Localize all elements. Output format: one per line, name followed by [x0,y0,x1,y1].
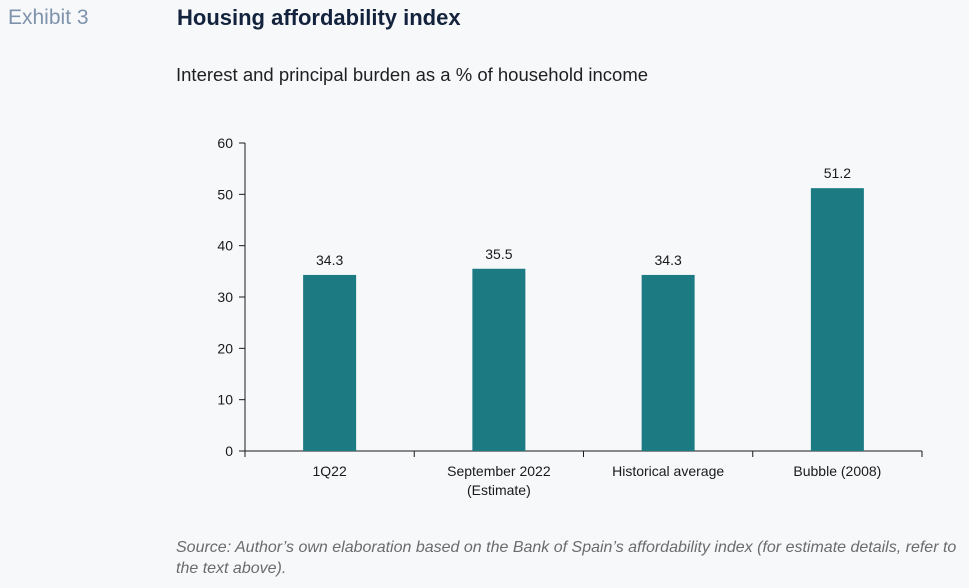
bar-value-label: 35.5 [485,246,512,262]
bar [472,268,526,451]
y-tick-label: 20 [217,340,233,356]
chart-subtitle: Interest and principal burden as a % of … [176,64,649,85]
x-category-label: 1Q22 [313,463,347,479]
y-tick-label: 40 [217,238,233,254]
y-tick-label: 30 [217,289,233,305]
bar-chart: 0 10 20 30 40 50 60 34.3 1Q22 35.5 September 2022 (… [217,135,923,498]
y-tick-label: 0 [225,443,233,459]
source-note: Source: Author’s own elaboration based o… [176,539,957,577]
bar-value-label: 51.2 [824,165,851,181]
x-category-label: Bubble (2008) [793,463,881,479]
y-tick-label: 60 [217,135,233,151]
x-category-label-line: Bubble (2008) [793,463,881,479]
bar-value-label: 34.3 [655,252,682,268]
chart-title: Housing affordability index [177,5,461,30]
x-category-label-line: 1Q22 [313,463,347,479]
exhibit-label: Exhibit 3 [8,6,89,29]
x-category-label: Historical average [612,463,724,479]
bar [303,274,357,451]
bar-value-label: 34.3 [316,252,343,268]
x-category-label-line: September 2022 [447,463,551,479]
y-tick-label: 50 [217,186,233,202]
bar [810,188,864,451]
bar [641,274,695,451]
x-category-label-line: (Estimate) [467,482,531,498]
x-category-label: September 2022 (Estimate) [447,463,551,498]
y-tick-label: 10 [217,392,233,408]
x-category-label-line: Historical average [612,463,724,479]
